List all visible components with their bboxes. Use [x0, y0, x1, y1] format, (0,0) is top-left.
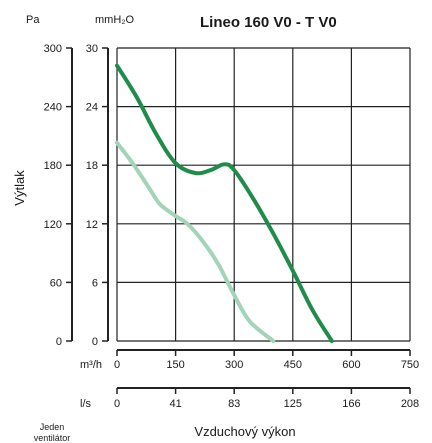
unit-ls: l/s: [80, 398, 92, 410]
m3h-tick-label: 300: [225, 359, 243, 371]
ls-tick-label: 208: [401, 398, 419, 410]
pa-tick-label: 60: [50, 277, 62, 289]
curves: [115, 63, 334, 343]
m3h-tick-label: 750: [401, 359, 419, 371]
unit-pa: Pa: [26, 14, 40, 26]
curve-light-green: [115, 140, 276, 343]
curve-dark-green: [115, 63, 334, 343]
pa-tick-label: 240: [44, 102, 62, 114]
axes: [66, 47, 411, 394]
chart-title: Lineo 160 V0 - T V0: [200, 14, 337, 31]
mmh2o-tick-label: 12: [86, 219, 98, 231]
unit-m3h: m³/h: [80, 359, 102, 371]
note-line-2: ventilátor: [34, 433, 71, 443]
ls-tick-label: 125: [284, 398, 302, 410]
ls-tick-label: 0: [114, 398, 120, 410]
mmh2o-tick-label: 18: [86, 160, 98, 172]
note-line-1: Jeden: [40, 422, 65, 432]
mmh2o-tick-label: 6: [92, 277, 98, 289]
m3h-tick-label: 600: [342, 359, 360, 371]
ls-tick-label: 166: [342, 398, 360, 410]
grid: [116, 47, 411, 342]
unit-mmh2o: mmH₂O: [95, 14, 135, 26]
pa-tick-label: 0: [56, 336, 62, 348]
m3h-tick-label: 450: [284, 359, 302, 371]
pa-tick-label: 120: [44, 219, 62, 231]
mmh2o-tick-label: 24: [86, 102, 98, 114]
y-axis-label: Výtlak: [12, 170, 27, 206]
m3h-tick-label: 0: [114, 359, 120, 371]
pa-tick-label: 180: [44, 160, 62, 172]
ls-tick-label: 41: [169, 398, 181, 410]
m3h-tick-label: 150: [166, 359, 184, 371]
mmh2o-tick-label: 30: [86, 43, 98, 55]
mmh2o-tick-label: 0: [92, 336, 98, 348]
ls-tick-label: 83: [228, 398, 240, 410]
pa-tick-label: 300: [44, 43, 62, 55]
x-axis-label: Vzduchový výkon: [194, 424, 295, 439]
